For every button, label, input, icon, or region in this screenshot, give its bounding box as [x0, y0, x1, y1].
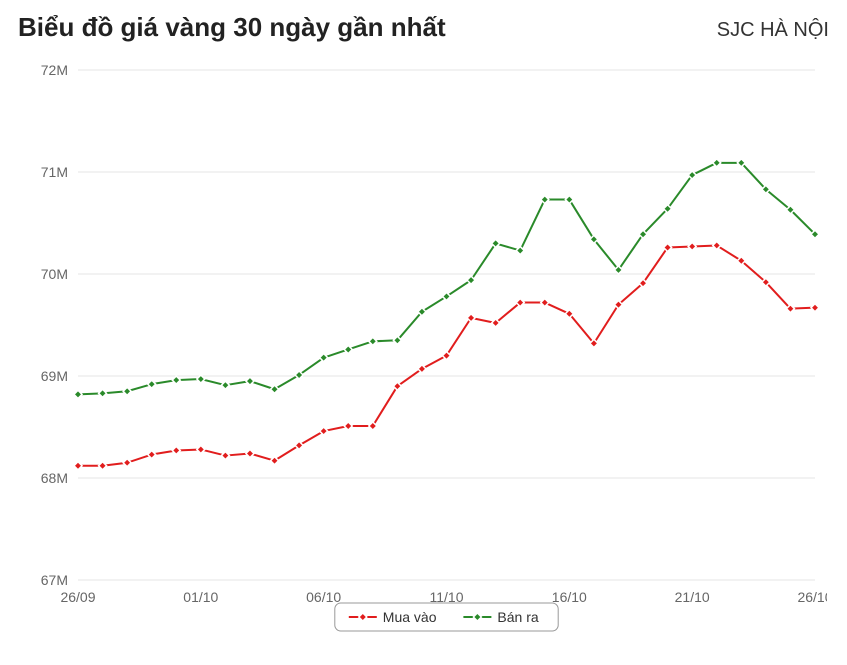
chart-container: Biểu đồ giá vàng 30 ngày gần nhất SJC HÀ… — [0, 0, 847, 665]
data-point — [246, 377, 254, 385]
data-point — [123, 459, 131, 467]
legend-label: Mua vào — [383, 609, 437, 625]
y-axis-tick-label: 71M — [41, 164, 68, 180]
data-point — [74, 390, 82, 398]
chart-plot-area: 67M68M69M70M71M72M26/0901/1006/1011/1016… — [20, 60, 827, 635]
x-axis-tick-label: 21/10 — [675, 589, 710, 605]
data-point — [369, 337, 377, 345]
data-point — [197, 445, 205, 453]
x-axis-tick-label: 26/10 — [797, 589, 827, 605]
data-point — [221, 381, 229, 389]
data-point — [688, 242, 696, 250]
data-point — [221, 452, 229, 460]
x-axis-tick-label: 06/10 — [306, 589, 341, 605]
x-axis-tick-label: 01/10 — [183, 589, 218, 605]
data-point — [172, 376, 180, 384]
y-axis-tick-label: 69M — [41, 368, 68, 384]
y-axis-tick-label: 72M — [41, 62, 68, 78]
y-axis-tick-label: 68M — [41, 470, 68, 486]
x-axis-tick-label: 16/10 — [552, 589, 587, 605]
data-point — [541, 196, 549, 204]
data-point — [172, 446, 180, 454]
data-point — [713, 159, 721, 167]
chart-subtitle: SJC HÀ NỘI — [717, 19, 829, 42]
data-point — [516, 247, 524, 255]
data-point — [271, 385, 279, 393]
data-point — [246, 450, 254, 458]
data-point — [344, 422, 352, 430]
data-point — [148, 380, 156, 388]
data-point — [811, 304, 819, 312]
y-axis-tick-label: 67M — [41, 572, 68, 588]
x-axis-tick-label: 26/09 — [60, 589, 95, 605]
data-point — [74, 462, 82, 470]
legend-label: Bán ra — [497, 609, 538, 625]
data-point — [344, 345, 352, 353]
data-point — [99, 462, 107, 470]
data-point — [541, 299, 549, 307]
data-point — [123, 387, 131, 395]
data-point — [99, 389, 107, 397]
line-chart-svg: 67M68M69M70M71M72M26/0901/1006/1011/1016… — [20, 60, 827, 635]
y-axis-tick-label: 70M — [41, 266, 68, 282]
data-point — [320, 427, 328, 435]
chart-header: Biểu đồ giá vàng 30 ngày gần nhất SJC HÀ… — [0, 0, 847, 43]
chart-title: Biểu đồ giá vàng 30 ngày gần nhất — [18, 12, 446, 43]
data-point — [148, 451, 156, 459]
